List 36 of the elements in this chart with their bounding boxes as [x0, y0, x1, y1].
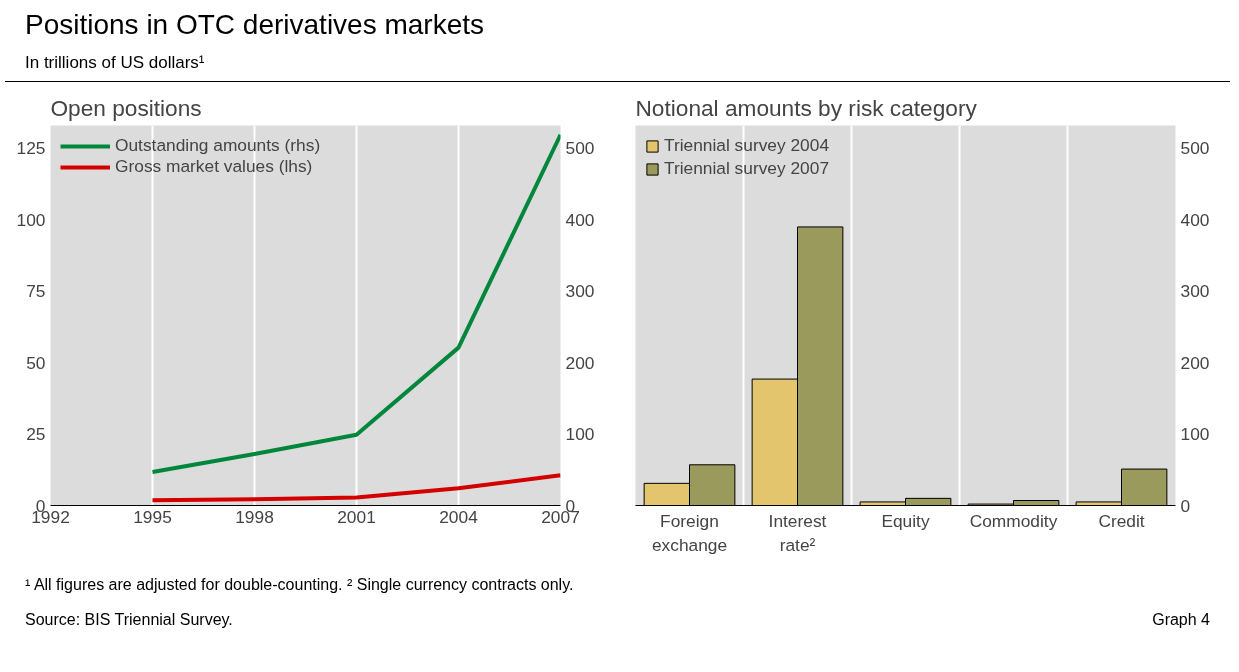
y2-tick-label: 300	[565, 281, 595, 302]
x-tick-label: Interest rate²	[768, 510, 827, 555]
chart-title: Open positions	[50, 94, 202, 121]
y-tick-label: 25	[26, 424, 46, 445]
x-tick-label: 1995	[133, 506, 172, 527]
text: In trillions of US dollars¹	[25, 52, 206, 74]
y-tick-label: 100	[16, 210, 46, 231]
text: Positions in OTC derivatives markets	[25, 8, 486, 42]
legend-label: Triennial survey 2007	[664, 158, 830, 180]
x-tick-label: Foreign exchange	[651, 510, 728, 555]
x-tick-label: Equity	[881, 510, 930, 531]
caption: Graph 4	[1152, 610, 1210, 631]
legend-label: Triennial survey 2004	[664, 135, 830, 157]
x-tick-label: Commodity	[969, 510, 1058, 531]
y-tick-label: 0	[1180, 495, 1191, 516]
y-tick-label: 50	[26, 352, 46, 373]
text: ¹ All figures are adjusted for double-counting. ² Single currency contracts only.	[25, 575, 575, 596]
y-tick-label: 200	[1180, 352, 1210, 373]
y-tick-label: 75	[26, 281, 46, 302]
y2-tick-label: 400	[565, 210, 595, 231]
x-tick-label: 2001	[337, 506, 376, 527]
y-tick-label: 300	[1180, 281, 1210, 302]
chart-title: Notional amounts by risk category	[635, 94, 978, 121]
y-tick-label: 400	[1180, 210, 1210, 231]
y2-tick-label: 200	[565, 352, 595, 373]
y2-tick-label: 100	[565, 424, 595, 445]
legend-label: Gross market values (lhs)	[115, 156, 313, 178]
legend-label: Outstanding amounts (rhs)	[115, 135, 321, 157]
x-tick-label: 2004	[439, 506, 479, 527]
y-tick-label: 125	[16, 138, 46, 159]
source-note: Source: BIS Triennial Survey.	[25, 611, 233, 629]
y2-tick-label: 500	[565, 138, 595, 159]
y-tick-label: 500	[1180, 138, 1210, 159]
x-tick-label: 1998	[235, 506, 274, 527]
x-tick-label: Credit	[1098, 510, 1145, 531]
y-tick-label: 100	[1180, 424, 1210, 445]
